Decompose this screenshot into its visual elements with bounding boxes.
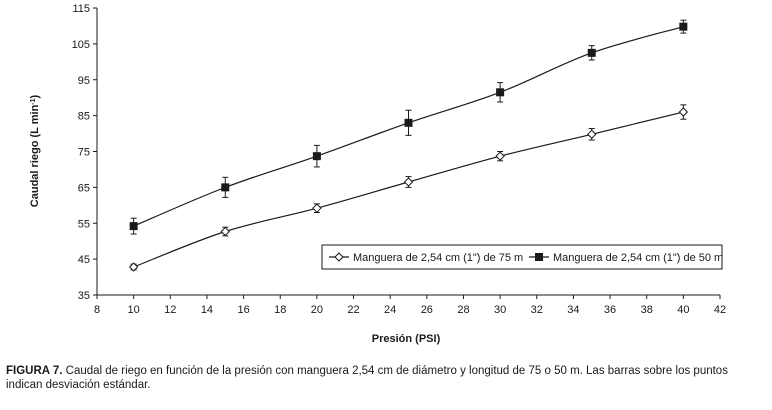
y-tick-label: 45: [78, 254, 90, 266]
figure-caption: FIGURA 7. Caudal de riego en función de …: [6, 364, 766, 392]
data-point: [220, 226, 230, 237]
x-tick-label: 14: [201, 304, 213, 316]
x-tick-label: 12: [164, 304, 176, 316]
legend-marker: [334, 252, 344, 262]
y-tick-label: 95: [78, 75, 90, 87]
y-axis-label-main: Caudal riego (L min: [29, 104, 41, 207]
y-axis-label-sup: -1: [30, 98, 37, 104]
figure-caption-text: Caudal de riego en función de la presión…: [6, 365, 728, 391]
x-axis-label: Presión (PSI): [372, 333, 441, 345]
x-tick-label: 38: [641, 304, 653, 316]
chart: 35 45 55 65 75 85 95 105 115 8 10 12 14 16 18 20 22 24 26 2…: [29, 3, 726, 345]
x-tick-label: 42: [714, 304, 726, 316]
x-tick-label: 20: [311, 304, 323, 316]
chart-axes: 35 45 55 65 75 85 95 105 115 8 10 12 14 16 18 20 22 24 26 2…: [72, 3, 726, 316]
x-tick-label: 34: [567, 304, 579, 316]
data-point: [679, 22, 688, 31]
x-tick-label: 30: [494, 304, 506, 316]
data-point: [128, 262, 139, 272]
figure-caption-label: FIGURA 7.: [6, 365, 63, 377]
legend-label: Manguera de 2,54 cm (1") de 50 m: [553, 252, 723, 264]
chart-legend: Manguera de 2,54 cm (1") de 75 m Manguera…: [321, 244, 723, 270]
x-tick-label: 24: [384, 304, 396, 316]
data-point: [129, 222, 138, 231]
x-tick-label: 10: [128, 304, 140, 316]
y-tick-label: 105: [72, 39, 90, 51]
data-point: [403, 177, 414, 187]
series-1: [128, 104, 689, 272]
legend-label: Manguera de 2,54 cm (1") de 75 m: [353, 252, 523, 264]
y-tick-label: 35: [78, 290, 90, 302]
data-point: [404, 118, 413, 127]
y-tick-label: 115: [72, 3, 90, 15]
data-point: [496, 88, 505, 97]
chart-series-layer: [128, 19, 689, 272]
data-point: [312, 203, 322, 213]
y-tick-label: 55: [78, 218, 90, 230]
data-point: [587, 48, 596, 57]
x-tick-label: 16: [237, 304, 249, 316]
y-tick-label: 75: [78, 147, 90, 159]
legend-item-1: Manguera de 2,54 cm (1") de 75 m: [329, 252, 523, 264]
x-tick-label: 32: [531, 304, 543, 316]
legend-box: [321, 244, 723, 270]
data-point: [312, 152, 321, 161]
y-axis-label: Caudal riego (L min-1): [29, 94, 41, 207]
x-tick-label: 26: [421, 304, 433, 316]
y-axis-label-end: ): [29, 94, 41, 98]
x-tick-label: 18: [274, 304, 286, 316]
data-point: [678, 107, 689, 117]
x-tick-label: 36: [604, 304, 616, 316]
data-point: [221, 183, 230, 192]
series-2: [129, 19, 688, 235]
y-tick-label: 65: [78, 182, 90, 194]
y-tick-label: 85: [78, 111, 90, 123]
x-tick-label: 22: [347, 304, 359, 316]
legend-item-2: Manguera de 2,54 cm (1") de 50 m: [529, 252, 723, 264]
x-tick-label: 8: [94, 304, 100, 316]
x-tick-label: 28: [457, 304, 469, 316]
data-point: [495, 151, 505, 161]
x-tick-label: 40: [677, 304, 689, 316]
data-point: [587, 129, 597, 139]
legend-marker: [535, 253, 543, 261]
